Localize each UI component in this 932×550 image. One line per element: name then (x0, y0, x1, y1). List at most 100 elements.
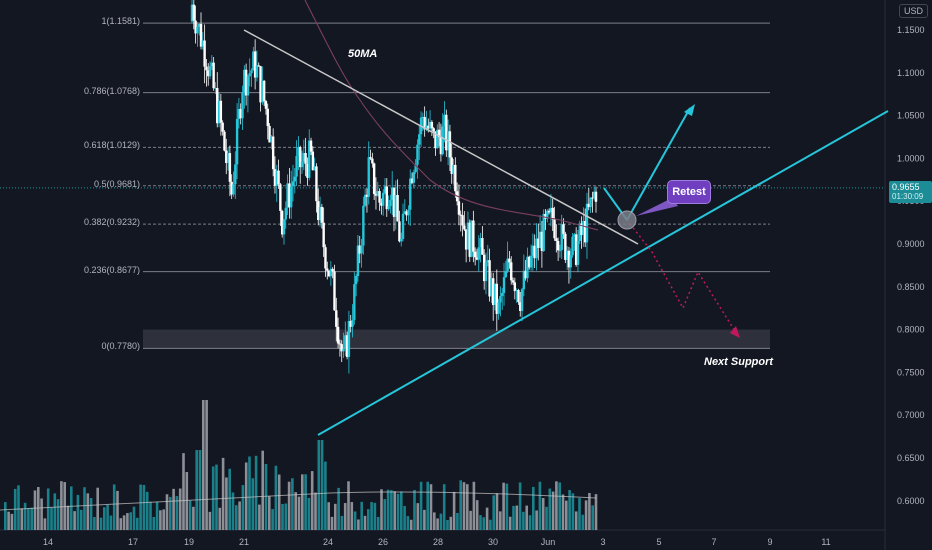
candle-body (248, 73, 251, 77)
volume-bar (268, 496, 271, 530)
volume-bar (10, 513, 14, 530)
volume-bar (462, 482, 466, 530)
candle-body (553, 219, 556, 239)
candle-body (499, 296, 502, 303)
candle-body (556, 240, 560, 251)
time-axis-label: 30 (488, 537, 498, 547)
candle-body (513, 282, 517, 292)
candle-body (217, 100, 221, 124)
candle-body (430, 121, 434, 129)
candle-body (336, 326, 340, 344)
candle-body (421, 116, 425, 118)
volume-bar (46, 488, 50, 530)
volume-bar (472, 481, 476, 530)
time-axis-label: Jun (541, 537, 556, 547)
volume-bar (416, 503, 420, 530)
candle-body (250, 70, 253, 74)
volume-bar (334, 503, 337, 530)
volume-bar (353, 511, 357, 530)
volume-bar (225, 477, 228, 530)
currency-badge[interactable]: USD (899, 4, 929, 18)
candle-body (461, 215, 464, 226)
volume-bar (159, 510, 162, 530)
candle-body (571, 236, 574, 256)
candle-body (520, 289, 524, 311)
volume-bar (522, 511, 525, 530)
fib-level-label: 0.618(1.0129) (83, 140, 140, 151)
volume-bar (251, 478, 255, 530)
volume-bar (33, 490, 37, 530)
volume-bar (73, 511, 76, 530)
volume-bar (439, 513, 443, 530)
candle-body (526, 256, 529, 279)
candle-body (381, 192, 385, 206)
candle-body (205, 66, 208, 71)
volume-bar (139, 484, 142, 530)
volume-bar (50, 507, 53, 530)
volume-bar (426, 481, 429, 530)
volume-bar (231, 492, 235, 530)
candle-body (219, 100, 223, 123)
candle-body (533, 245, 536, 259)
volume-bar (525, 505, 528, 530)
candle-body (443, 114, 446, 127)
volume-bar (317, 440, 321, 530)
candle-body (578, 223, 581, 241)
candle-body (497, 302, 500, 314)
volume-bar (63, 482, 66, 530)
retest-annotation[interactable]: Retest (667, 180, 711, 204)
candle-body (275, 170, 278, 186)
fib-level-label: 0.786(1.0768) (83, 85, 140, 96)
candle-body (531, 245, 535, 256)
candle-body (591, 197, 594, 199)
volume-bar (307, 497, 311, 530)
candle-body (495, 283, 499, 314)
volume-bar (185, 472, 189, 530)
volume-bar (588, 492, 591, 530)
volume-bar (264, 464, 268, 530)
volume-bar (535, 510, 538, 530)
volume-bar (429, 484, 433, 530)
candle-body (308, 140, 311, 178)
price-axis-label: 1.0000 (897, 153, 925, 163)
volume-bar (482, 517, 486, 530)
candle-body (439, 137, 443, 155)
candle-body (279, 184, 282, 211)
candle-body (317, 201, 320, 221)
volume-bar (30, 507, 33, 530)
volume-bar (548, 488, 552, 530)
candle-body (257, 65, 260, 67)
candle-body (286, 183, 289, 208)
volume-bar (528, 515, 532, 530)
candle-body (271, 136, 275, 170)
candle-body (481, 238, 484, 255)
volume-bar (393, 491, 396, 530)
candle-body (423, 116, 426, 130)
candle-body (207, 70, 210, 77)
candle-body (252, 51, 255, 71)
candle-body (576, 240, 580, 265)
volume-bar (360, 501, 363, 530)
volume-bar (314, 492, 317, 530)
volume-bar (182, 453, 185, 530)
candle-body (372, 163, 376, 194)
bearish-projection (626, 219, 739, 337)
volume-bar (261, 450, 264, 530)
candle-body (482, 254, 486, 282)
candle-body (246, 76, 250, 96)
candle-body (459, 214, 462, 216)
candle-body (394, 194, 398, 217)
candle-body (331, 268, 334, 272)
candle-body (190, 4, 194, 22)
volume-bar (433, 512, 436, 530)
volume-bar (578, 497, 581, 530)
volume-bar (96, 487, 99, 530)
volume-bar (152, 516, 156, 530)
volume-bar (20, 508, 24, 530)
volume-bar (340, 515, 344, 530)
candle-body (479, 238, 482, 248)
volume-bar (198, 450, 202, 530)
candle-body (405, 211, 408, 216)
